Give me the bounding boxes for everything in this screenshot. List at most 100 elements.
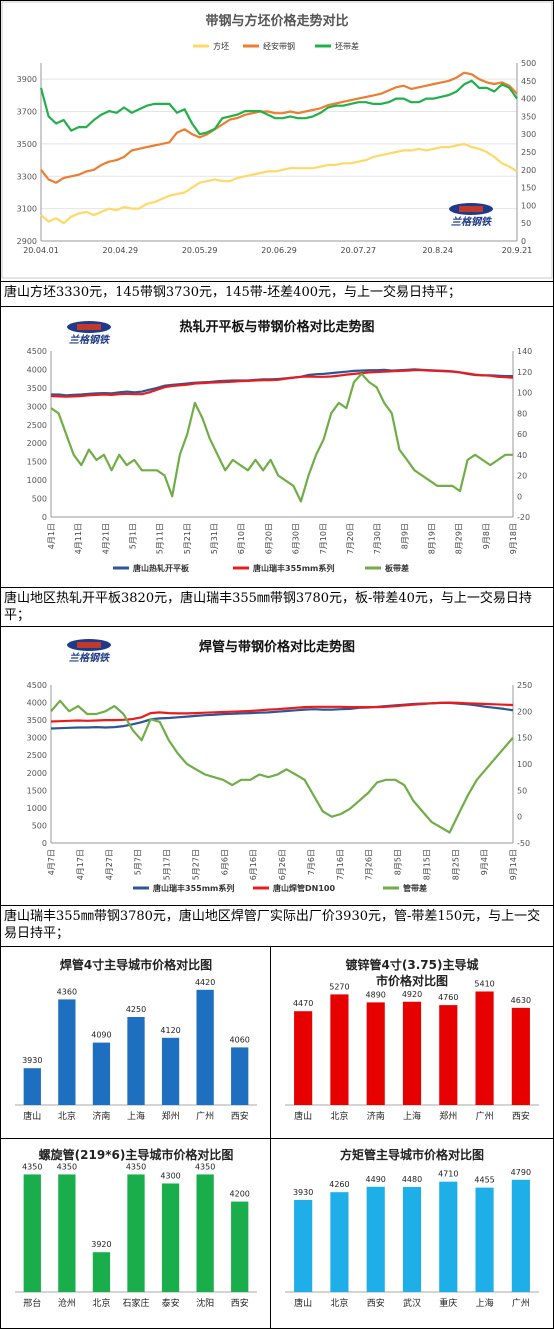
chart1-ytick-right: 200 [521, 166, 536, 175]
chart3-xtick: 5月17日 [163, 849, 172, 880]
chart1-ytick-left: 3100 [17, 205, 37, 214]
chart2-ytick-left: 1500 [27, 458, 47, 467]
bar3-bar [58, 1174, 76, 1292]
chart1-ytick-right: 500 [521, 59, 536, 68]
chart2-ytick-right: 40 [517, 451, 527, 460]
bar2-xtick: 北京 [330, 1110, 348, 1122]
chart3-ytick-left: 3000 [27, 734, 47, 743]
bar2-bar [366, 1002, 385, 1105]
bar4-bar [366, 1186, 385, 1292]
chart3-ytick-left: 2500 [27, 751, 47, 760]
bar4-xtick: 唐山 [294, 1297, 312, 1309]
chart2-ytick-left: 4000 [27, 365, 47, 374]
chart3-ytick-left: 500 [32, 821, 47, 830]
chart1-xtick: 20.9.21 [502, 246, 533, 255]
bar3-data-label: 4350 [57, 1162, 77, 1171]
bar1-bar [23, 1068, 41, 1105]
chart2-ytick-right: 80 [517, 409, 527, 418]
chart3-ytick-left: 4000 [27, 699, 47, 708]
bar1-svg: 焊管4寸主导城市价格对比图 3930 唐山 4360 北京 4090 济南 4250 上海 412… [15, 957, 257, 1122]
bar2-bar [402, 1001, 422, 1105]
bar2-bar [439, 1005, 458, 1105]
bar1-bar [161, 1037, 180, 1105]
bar2-data-label: 4630 [511, 996, 531, 1005]
chart2-ytick-left: 500 [32, 495, 47, 504]
bar4-data-label: 4455 [474, 1176, 494, 1185]
chart2-xtick: 5月31日 [210, 523, 219, 554]
chart1-title: 带钢与方坯价格走势对比 [205, 13, 348, 29]
grid-divider-h [1, 1138, 553, 1139]
chart2-logo: 兰格钢铁 [67, 321, 111, 346]
chart1-ytick-right: 250 [521, 148, 536, 157]
chart1-ytick-left: 3300 [17, 172, 37, 181]
caption-1: 唐山方坯3330元，145带钢3730元，145带-坯差400元，与上一交易日持… [1, 281, 553, 307]
chart1-logo: 兰格钢铁 [449, 203, 493, 228]
chart3-series-3-line [50, 699, 514, 834]
chart1-series-2-line [40, 71, 518, 184]
bar1-xtick: 北京 [58, 1110, 76, 1122]
bar1-data-label: 4120 [160, 1026, 180, 1035]
chart2-ytick-left: 3000 [27, 402, 47, 411]
bar4-xtick: 北京 [330, 1297, 348, 1309]
chart2-xtick: 7月30日 [373, 523, 382, 554]
chart2-xtick: 6月30日 [292, 523, 301, 554]
bar4-xtick: 重庆 [439, 1297, 457, 1309]
chart2-xtick: 5月21日 [183, 523, 192, 554]
chart1-legend-label-3: 坯带差 [335, 41, 359, 51]
chart2-panel: 热轧开平板与带钢价格对比走势图 0 500 1000 1500 2000 2500 3000 3… [1, 307, 553, 587]
bar1-bar [58, 999, 76, 1105]
bar3-bar [231, 1201, 249, 1292]
bar3-xtick: 北京 [92, 1297, 110, 1309]
chart2-xtick: 4月1日 [47, 523, 56, 549]
bar2-bar [330, 994, 349, 1105]
bar2-data-label: 4890 [366, 990, 386, 999]
chart2-title: 热轧开平板与带钢价格对比走势图 [179, 319, 374, 335]
chart3-logo-mark-band [77, 642, 101, 648]
bar1-data-label: 4060 [230, 1035, 250, 1044]
chart1-panel: 带钢与方坯价格走势对比 2900 3100 3300 3500 3700 3900 0 50 10… [1, 1, 553, 281]
bar4-bar [402, 1187, 422, 1292]
bar1-xtick: 广州 [196, 1110, 214, 1122]
bar4-xtick: 武汉 [403, 1297, 421, 1309]
bar4-bar [294, 1199, 313, 1292]
chart3-series-2-line [50, 701, 514, 723]
caption-2: 唐山地区热轧开平板3820元，唐山瑞丰355㎜带钢3780元，板-带差40元，与… [1, 587, 553, 627]
chart1-ytick-left: 2900 [17, 237, 37, 246]
bar4-xtick: 广州 [512, 1297, 530, 1309]
bar1-bar [196, 989, 214, 1105]
chart3-xtick: 7月16日 [336, 849, 345, 880]
chart1-ytick-left: 3500 [17, 140, 37, 149]
chart2-xtick: 4月21日 [101, 523, 110, 554]
bar2-bar [475, 991, 494, 1105]
bar2-data-label: 4920 [402, 990, 422, 999]
chart3-xtick: 7月6日 [307, 849, 316, 875]
chart1-series-3-line [39, 79, 518, 136]
chart3-svg: 焊管与带钢价格对比走势图0500100015002000250030003500… [27, 639, 532, 893]
bar2-xtick: 西安 [512, 1110, 530, 1122]
chart2-ytick-left: 2500 [27, 421, 47, 430]
grid-divider-v [270, 947, 271, 1328]
chart2-ytick-left: 2000 [27, 439, 47, 448]
bar3-xtick: 西安 [231, 1297, 249, 1309]
chart3-xtick: 5月7日 [134, 849, 143, 875]
bar4-data-label: 3930 [293, 1188, 313, 1197]
chart2-logo-text: 兰格钢铁 [69, 334, 111, 346]
chart2-xtick: 8月19日 [427, 523, 436, 554]
chart1-logo-mark-band [459, 206, 483, 212]
bar3-bar [161, 1183, 180, 1292]
bar2-bar [294, 1011, 313, 1105]
chart2-xtick: 8月29日 [455, 523, 464, 554]
chart2-legend-label-2: 唐山瑞丰355mm系列 [253, 563, 334, 573]
chart3-xtick: 9月14日 [509, 849, 518, 880]
chart1-xtick: 20.06.29 [261, 246, 297, 255]
chart2-ytick-left: 4500 [27, 347, 47, 356]
chart1-legend-label-1: 方坯 [213, 41, 229, 51]
chart3-xtick: 6月16日 [249, 849, 258, 880]
bar3-data-label: 4300 [160, 1171, 180, 1180]
chart2-xtick: 9月8日 [482, 523, 491, 549]
bar4-data-label: 4710 [438, 1170, 458, 1179]
bar3-data-label: 4350 [22, 1162, 42, 1171]
chart2-series-3-line [50, 372, 513, 503]
chart1-ytick-left: 3900 [17, 75, 37, 84]
